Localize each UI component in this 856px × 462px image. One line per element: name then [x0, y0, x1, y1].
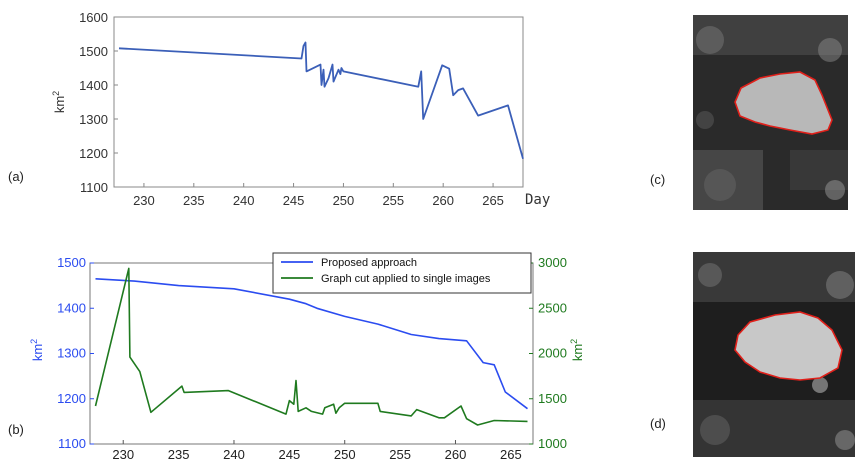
x-tick-label-a: 260: [432, 193, 454, 208]
ice-outline-d: [734, 311, 843, 381]
y-tick-label-b: 1200: [57, 391, 86, 406]
y-axis-label-b: km2: [29, 339, 45, 361]
legend-b: Proposed approach Graph cut applied to si…: [272, 252, 532, 294]
legend-entry: Proposed approach: [321, 257, 417, 269]
y-tick-label-a: 1400: [79, 78, 108, 93]
y-axis-label-a: km2: [51, 91, 67, 113]
x-tick-label-b: 260: [445, 447, 467, 462]
y-tick-label-b: 1300: [57, 346, 86, 361]
y2-axis-label-b: km2: [569, 339, 585, 361]
y2-tick-label-b: 2000: [538, 346, 567, 361]
y2-tick-label-b: 3000: [538, 255, 567, 270]
x-axis-label-a: Day: [525, 192, 550, 208]
x-tick-label-a: 235: [183, 193, 205, 208]
series-line-b-2: [94, 267, 528, 426]
panel-label-c: (c): [650, 172, 665, 187]
x-tick-label-a: 255: [382, 193, 404, 208]
x-tick-label-b: 235: [168, 447, 190, 462]
series-line-a: [118, 41, 524, 160]
x-tick-label-b: 245: [278, 447, 300, 462]
satellite-image-c: [693, 15, 848, 210]
y-tick-label-a: 1500: [79, 44, 108, 59]
x-tick-label-b: 255: [389, 447, 411, 462]
y-tick-label-b: 1500: [57, 255, 86, 270]
plot-frame-a: [113, 16, 524, 188]
x-tick-label-b: 265: [500, 447, 522, 462]
x-tick-label-a: 245: [283, 193, 305, 208]
x-tick-label-a: 240: [233, 193, 255, 208]
chart-a: 1100 1200 1300 1400 1500 1600 230 235 240 245 250 2…: [51, 10, 550, 208]
panel-label-d: (d): [650, 416, 666, 431]
y2-tick-label-b: 1000: [538, 436, 567, 451]
x-tick-label-a: 265: [482, 193, 504, 208]
x-tick-label-a: 250: [333, 193, 355, 208]
y-tick-label-a: 1200: [79, 146, 108, 161]
y-tick-label-a: 1100: [80, 180, 108, 195]
ice-outline-c: [734, 71, 833, 135]
satellite-image-d: [693, 252, 855, 457]
legend-entry: Graph cut applied to single images: [321, 273, 491, 285]
y-tick-label-a: 1600: [79, 10, 108, 25]
x-tick-label-b: 250: [334, 447, 356, 462]
y-tick-label-a: 1300: [79, 112, 108, 127]
y2-tick-label-b: 2500: [538, 300, 567, 315]
x-tick-label-a: 230: [133, 193, 155, 208]
series-line-b-1: [95, 278, 528, 410]
x-tick-label-b: 240: [223, 447, 245, 462]
y-tick-label-b: 1100: [58, 436, 86, 451]
y-tick-label-b: 1400: [57, 300, 86, 315]
panel-label-b: (b): [8, 422, 24, 437]
chart-b: 1100 1200 1300 1400 1500 1000 1500 2000 2500 3000…: [29, 252, 585, 462]
y2-tick-label-b: 1500: [538, 391, 567, 406]
panel-label-a: (a): [8, 169, 24, 184]
legend-box: [272, 252, 532, 294]
x-tick-label-b: 230: [112, 447, 134, 462]
